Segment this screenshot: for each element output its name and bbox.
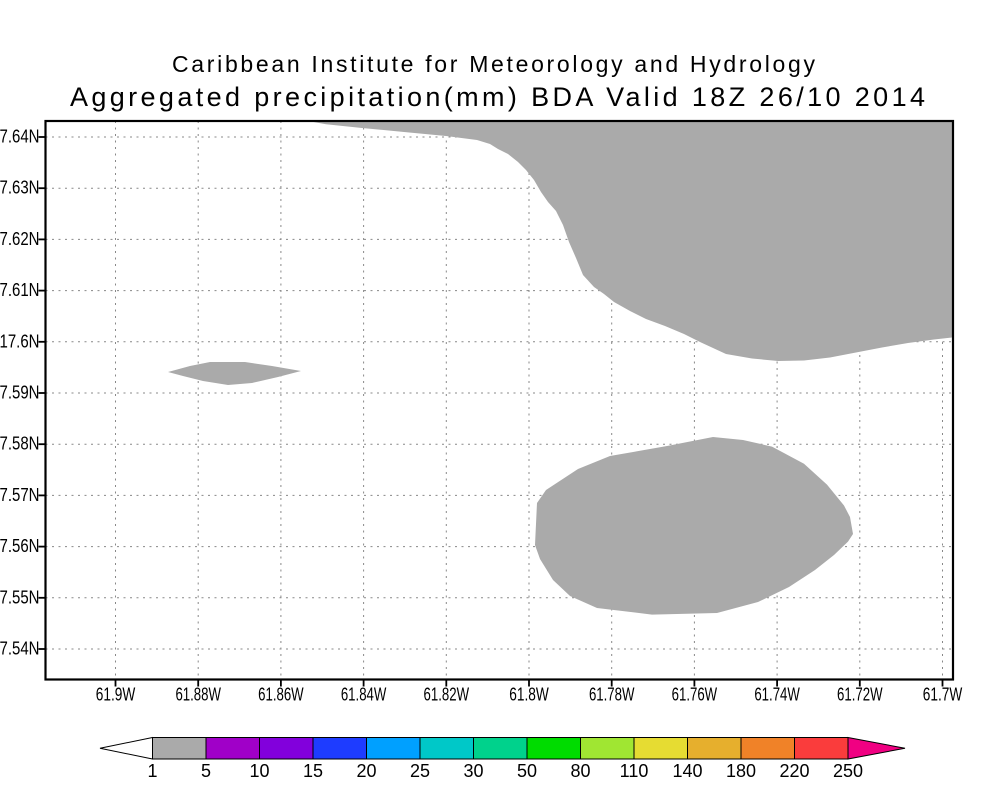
svg-text:61.78W: 61.78W [589,685,635,705]
svg-text:25: 25 [410,761,430,781]
svg-text:220: 220 [779,761,809,781]
svg-text:7.63N: 7.63N [0,178,40,198]
svg-text:61.7W: 61.7W [923,685,963,705]
svg-text:50: 50 [517,761,537,781]
svg-text:7.57N: 7.57N [0,485,40,505]
svg-text:61.82W: 61.82W [424,685,470,705]
svg-text:7.61N: 7.61N [0,280,40,300]
svg-text:61.86W: 61.86W [258,685,304,705]
svg-text:61.88W: 61.88W [175,685,221,705]
svg-text:61.8W: 61.8W [509,685,549,705]
svg-text:80: 80 [570,761,590,781]
svg-text:7.54N: 7.54N [0,639,40,659]
svg-text:15: 15 [303,761,323,781]
svg-text:7.56N: 7.56N [0,536,40,556]
svg-text:30: 30 [463,761,483,781]
svg-text:61.76W: 61.76W [672,685,718,705]
svg-text:180: 180 [726,761,756,781]
svg-text:7.55N: 7.55N [0,587,40,607]
svg-text:5: 5 [201,761,211,781]
svg-text:61.84W: 61.84W [341,685,387,705]
svg-text:1: 1 [147,761,157,781]
svg-text:61.72W: 61.72W [837,685,883,705]
svg-text:7.59N: 7.59N [0,383,40,403]
svg-text:10: 10 [249,761,269,781]
svg-text:7.58N: 7.58N [0,434,40,454]
svg-text:140: 140 [672,761,702,781]
svg-text:Caribbean Institute for Meteor: Caribbean Institute for Meteorology and … [172,51,816,77]
svg-text:7.62N: 7.62N [0,229,40,249]
svg-text:61.9W: 61.9W [96,685,136,705]
svg-text:Aggregated precipitation(mm) B: Aggregated precipitation(mm) BDA Valid 1… [70,82,925,112]
svg-text:61.74W: 61.74W [754,685,800,705]
svg-text:7.64N: 7.64N [0,127,40,147]
svg-text:250: 250 [833,761,863,781]
svg-text:20: 20 [356,761,376,781]
svg-text:17.6N: 17.6N [0,331,40,351]
svg-text:110: 110 [620,761,649,781]
